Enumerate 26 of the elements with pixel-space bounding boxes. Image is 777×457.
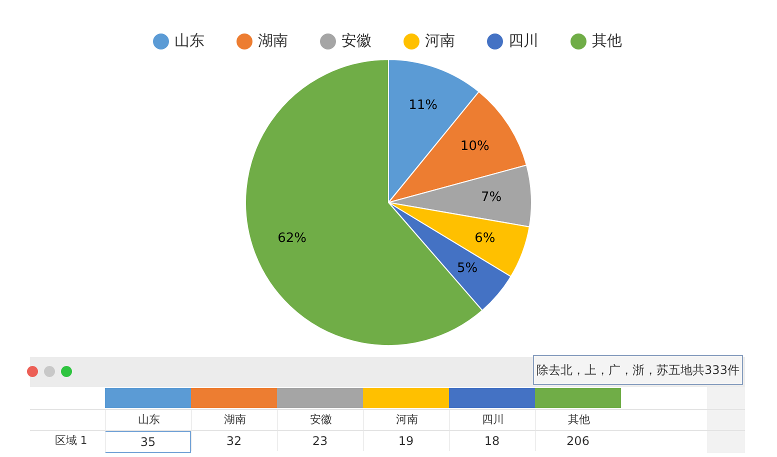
text: 18: [449, 431, 534, 451]
data-label: 11%: [408, 98, 438, 113]
data-label: 5%: [456, 261, 478, 276]
legend-label: 山东: [174, 31, 204, 50]
data-label: 10%: [460, 138, 490, 154]
data-label: 6%: [474, 230, 496, 246]
category-label: 其他: [568, 413, 590, 426]
category-label: 四川: [482, 413, 504, 426]
legend-label: 安徽: [342, 31, 372, 50]
legend-label: 四川: [508, 31, 538, 50]
text: 206: [535, 431, 620, 451]
category-label: 安徽: [310, 413, 332, 426]
data-label: 7%: [481, 190, 502, 206]
legend-label: 河南: [425, 31, 455, 50]
category-label: 山东: [138, 413, 160, 426]
category-label: 湖南: [224, 413, 246, 426]
category-label: 河南: [396, 413, 418, 426]
text: 区域 1: [54, 433, 88, 449]
text: 除去北，上，广，浙，苏五地共333件: [533, 355, 743, 385]
legend-label: 湖南: [258, 31, 288, 50]
text: 35: [105, 431, 191, 453]
legend-label: 其他: [592, 31, 622, 50]
text: 32: [191, 431, 276, 451]
text: 19: [363, 431, 448, 451]
text: 23: [277, 431, 362, 451]
data-label: 62%: [278, 230, 307, 246]
